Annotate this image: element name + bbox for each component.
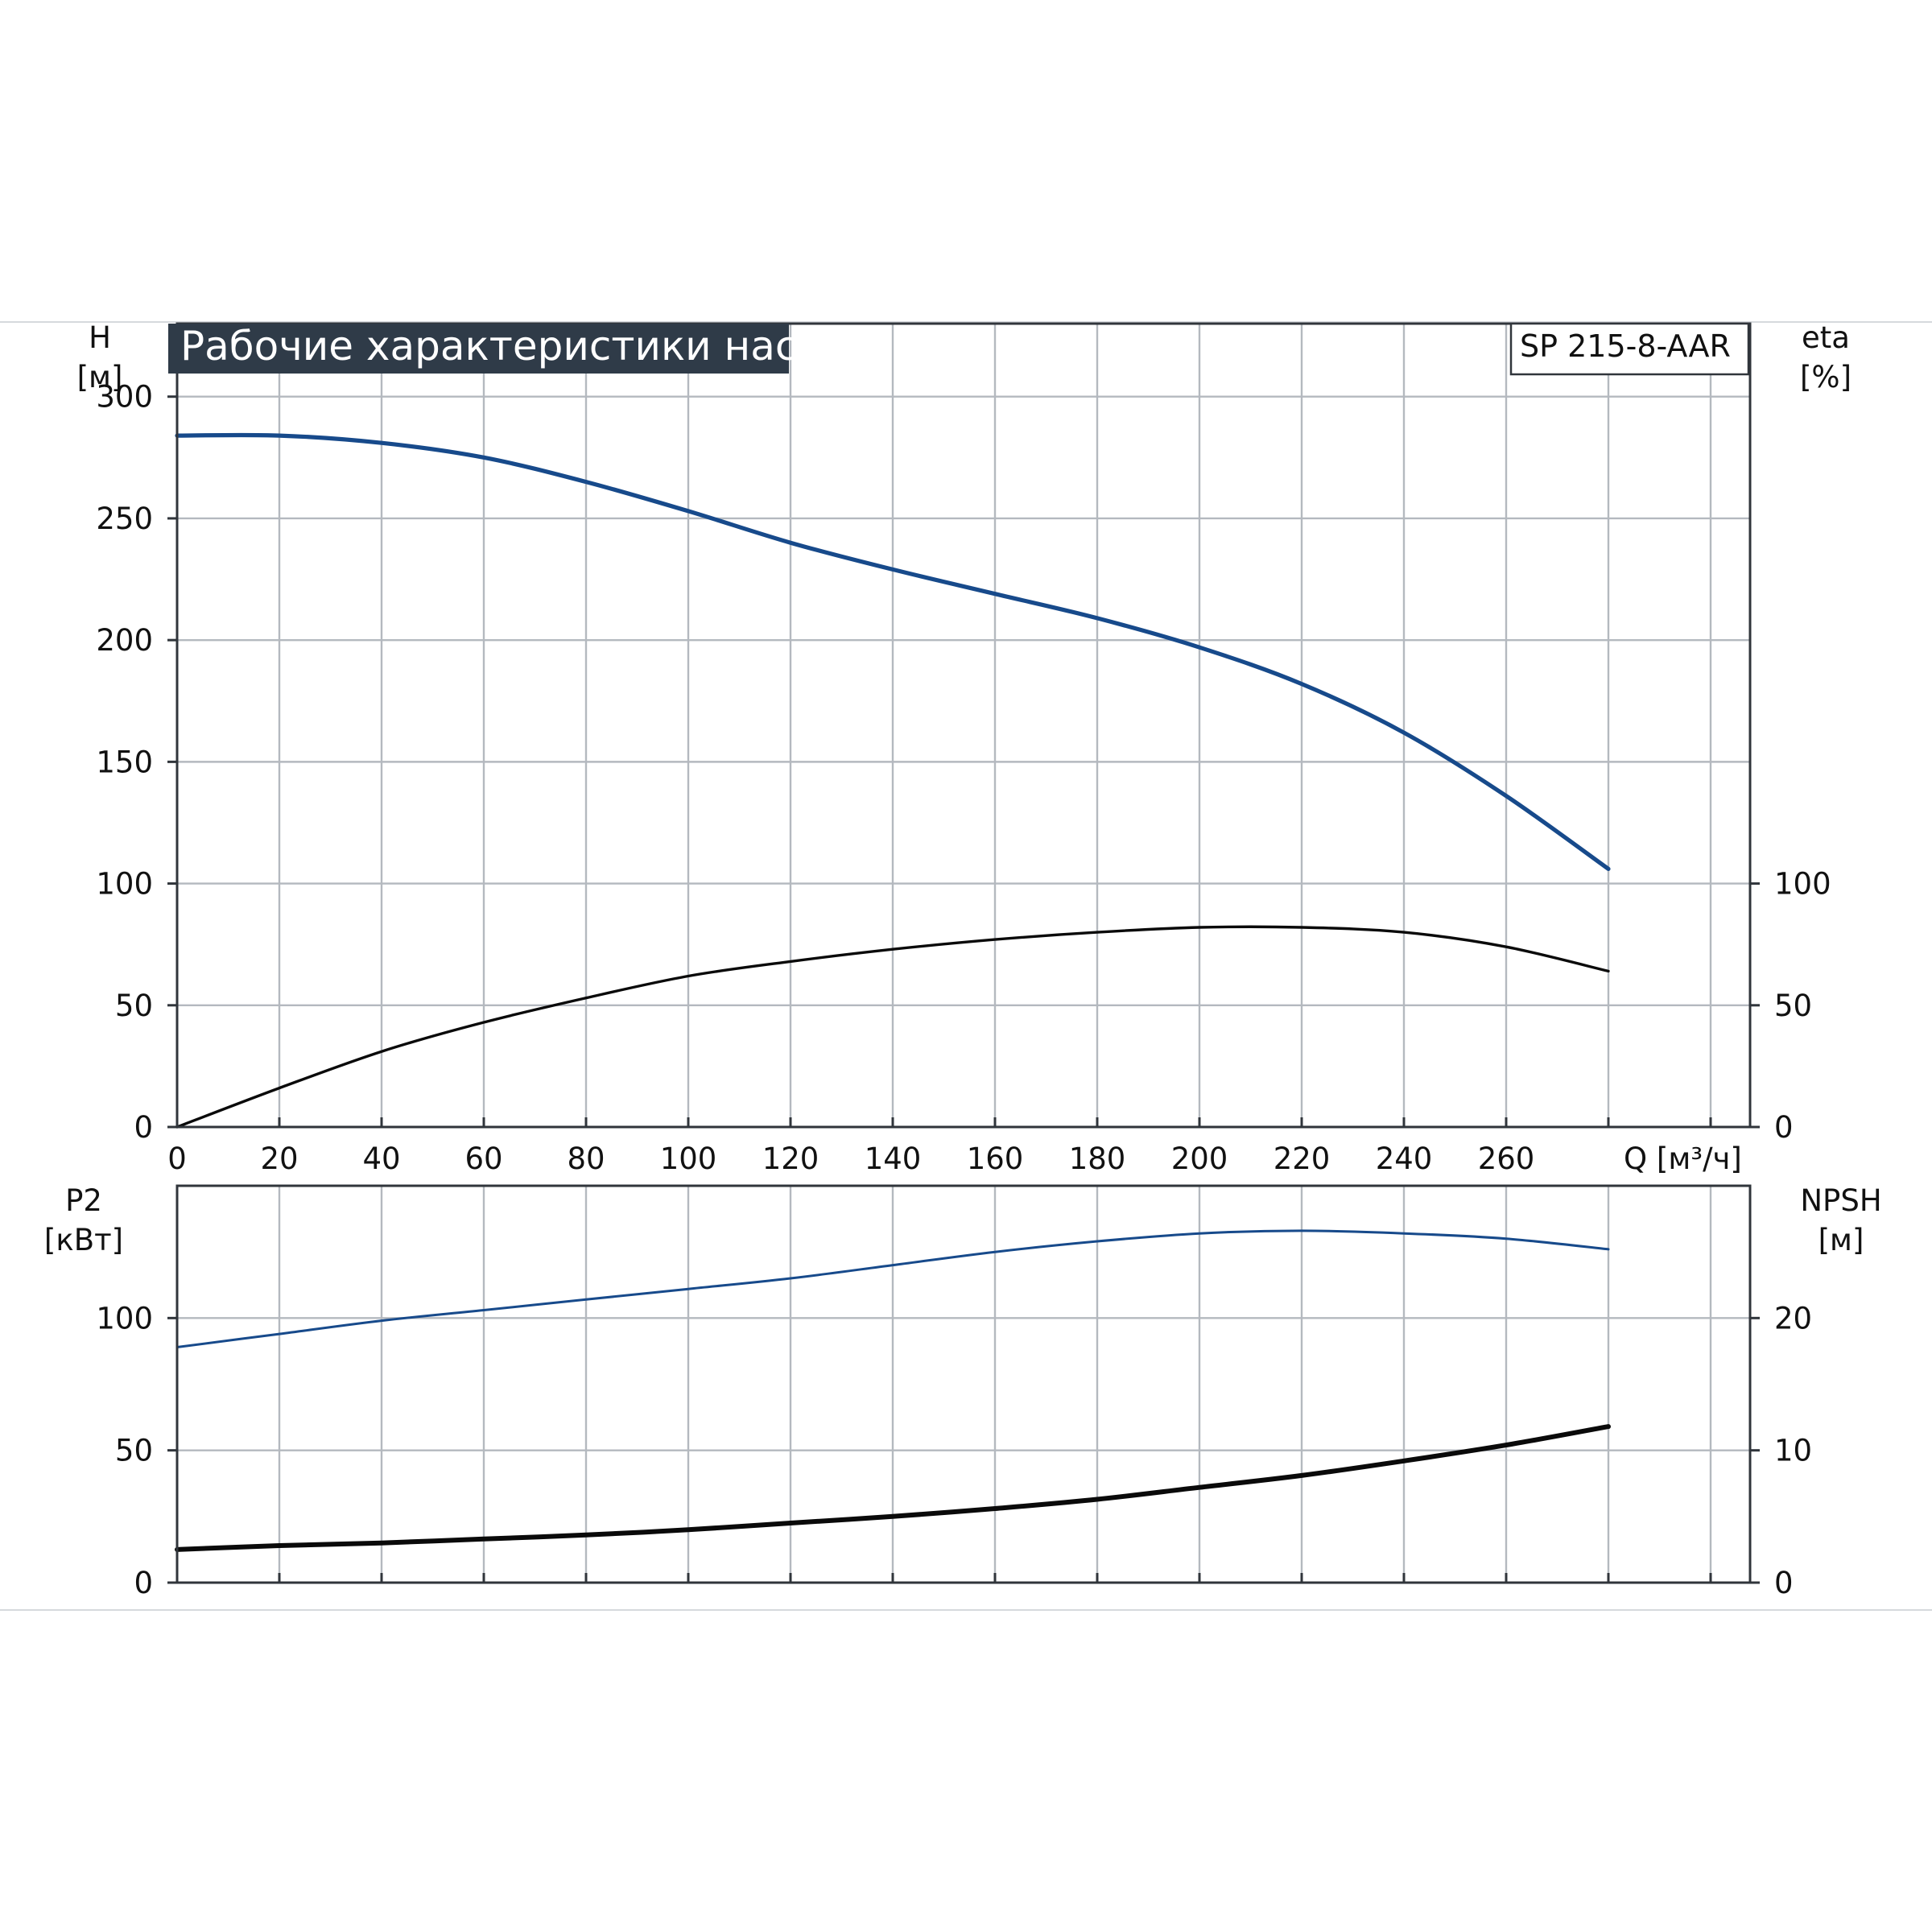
top-right-tick-label: 0 [1774,1110,1794,1145]
top-x-tick-label: 80 [567,1141,605,1176]
top-x-tick-label: 140 [865,1141,922,1176]
bottom-plot-frame [175,1184,1752,1584]
bottom-right-tick-label: 20 [1774,1301,1812,1335]
bottom-left-axis-unit: [кВт] [44,1223,123,1257]
top-left-tick-label: 300 [96,380,153,415]
top-right-tick-label: 100 [1774,867,1831,902]
top-right-axis-title: eta [1802,320,1850,355]
top-left-tick-label: 250 [96,502,153,536]
bottom-left-tick-label: 100 [96,1301,153,1335]
top-tick-labels: 0 50 100 150 200 250 300 0 50 100 0 20 40 60 80 100 120 1… [96,380,1831,1176]
bottom-right-tick-label: 10 [1774,1434,1812,1468]
top-right-axis-unit: [%] [1800,360,1852,394]
bottom-right-tick-label: 0 [1774,1566,1794,1600]
top-left-tick-label: 200 [96,623,153,658]
top-left-axis-unit: [м] [77,360,123,394]
bottom-right-axis-unit: [м] [1818,1223,1864,1257]
chart-title: Рабочие характеристики насоса [180,323,869,369]
top-x-tick-label: 40 [362,1141,400,1176]
top-left-tick-label: 0 [134,1110,153,1145]
model-label: SP 215-8-AAR [1520,328,1731,364]
top-x-tick-label: 180 [1069,1141,1126,1176]
top-x-tick-label: 100 [660,1141,717,1176]
top-x-tick-label: 220 [1274,1141,1331,1176]
top-series [175,432,1611,1129]
bottom-series-p2-line [175,1229,1610,1348]
power-npsh-panel: 0 50 100 0 10 20 [96,1184,1812,1600]
x-axis-title: Q [м³/ч] [1624,1141,1742,1176]
top-x-tick-label: 60 [464,1141,502,1176]
model-label-box [1509,322,1750,376]
head-efficiency-panel: 0 50 100 150 200 250 300 0 50 100 0 20 40 60 80 100 120 1… [96,322,1831,1176]
top-series-h-line [175,432,1611,871]
bottom-left-tick-label: 50 [115,1434,153,1468]
top-x-tick-label: 240 [1376,1141,1433,1176]
bottom-tick-labels: 0 50 100 0 10 20 [96,1301,1812,1600]
bottom-grid [167,1186,1760,1584]
top-x-tick-label: 0 [167,1141,187,1176]
bottom-left-axis-title: P2 [65,1183,102,1218]
bottom-series-npsh-line [175,1424,1611,1552]
top-left-tick-label: 100 [96,867,153,902]
top-grid [167,324,1760,1129]
top-x-tick-label: 120 [762,1141,819,1176]
top-left-axis-title: H [89,320,111,355]
top-x-tick-label: 260 [1478,1141,1535,1176]
bottom-left-tick-label: 0 [134,1566,153,1600]
top-plot-frame [175,322,1752,1129]
bottom-series [175,1229,1611,1552]
top-x-tick-label: 20 [260,1141,298,1176]
top-x-tick-label: 160 [967,1141,1024,1176]
top-left-tick-label: 50 [115,989,153,1023]
top-left-tick-label: 150 [96,745,153,779]
bottom-right-axis-title: NPSH [1800,1183,1881,1218]
top-right-tick-label: 50 [1774,989,1812,1023]
chart-title-background [168,324,789,374]
top-x-tick-label: 200 [1171,1141,1228,1176]
top-series-eta-line [175,925,1610,1129]
